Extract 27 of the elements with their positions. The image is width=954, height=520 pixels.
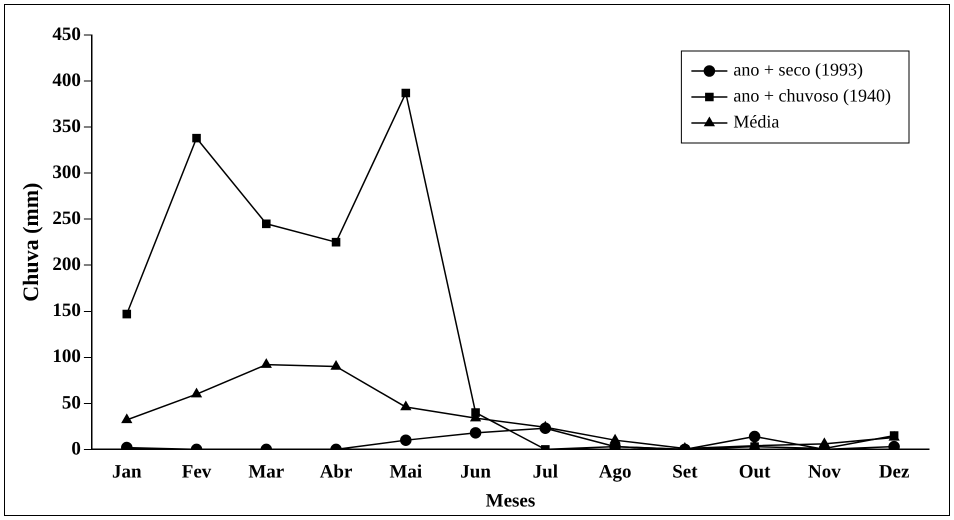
y-tick-label: 150 bbox=[52, 300, 81, 322]
legend-label: ano + chuvoso (1940) bbox=[733, 86, 892, 106]
x-axis-title: Meses bbox=[486, 490, 536, 512]
legend-label: ano + seco (1993) bbox=[733, 60, 863, 80]
y-tick-label: 200 bbox=[52, 254, 81, 276]
y-tick-label: 350 bbox=[52, 116, 81, 137]
x-tick-label: Ago bbox=[598, 462, 632, 483]
x-tick-label: Dez bbox=[878, 462, 910, 483]
x-tick-label: Jan bbox=[112, 462, 142, 483]
y-axis-title: Chuva (mm) bbox=[18, 182, 43, 302]
y-tick-label: 450 bbox=[52, 24, 81, 45]
x-tick-label: Set bbox=[672, 462, 698, 483]
x-tick-label: Abr bbox=[320, 462, 353, 483]
x-tick-label: Fev bbox=[182, 462, 212, 483]
legend-label: Média bbox=[733, 112, 780, 132]
y-tick-label: 250 bbox=[52, 208, 81, 230]
x-tick-label: Jul bbox=[532, 462, 558, 483]
y-tick-label: 50 bbox=[62, 392, 81, 414]
x-tick-label: Out bbox=[738, 462, 772, 483]
x-tick-label: Jun bbox=[460, 462, 492, 483]
x-tick-label: Mar bbox=[248, 462, 285, 483]
x-tick-label: Nov bbox=[808, 462, 842, 483]
x-tick-label: Mai bbox=[389, 462, 422, 483]
y-tick-label: 300 bbox=[52, 162, 81, 184]
y-tick-label: 400 bbox=[52, 70, 81, 91]
y-tick-label: 0 bbox=[71, 438, 81, 460]
y-tick-label: 100 bbox=[52, 346, 81, 368]
